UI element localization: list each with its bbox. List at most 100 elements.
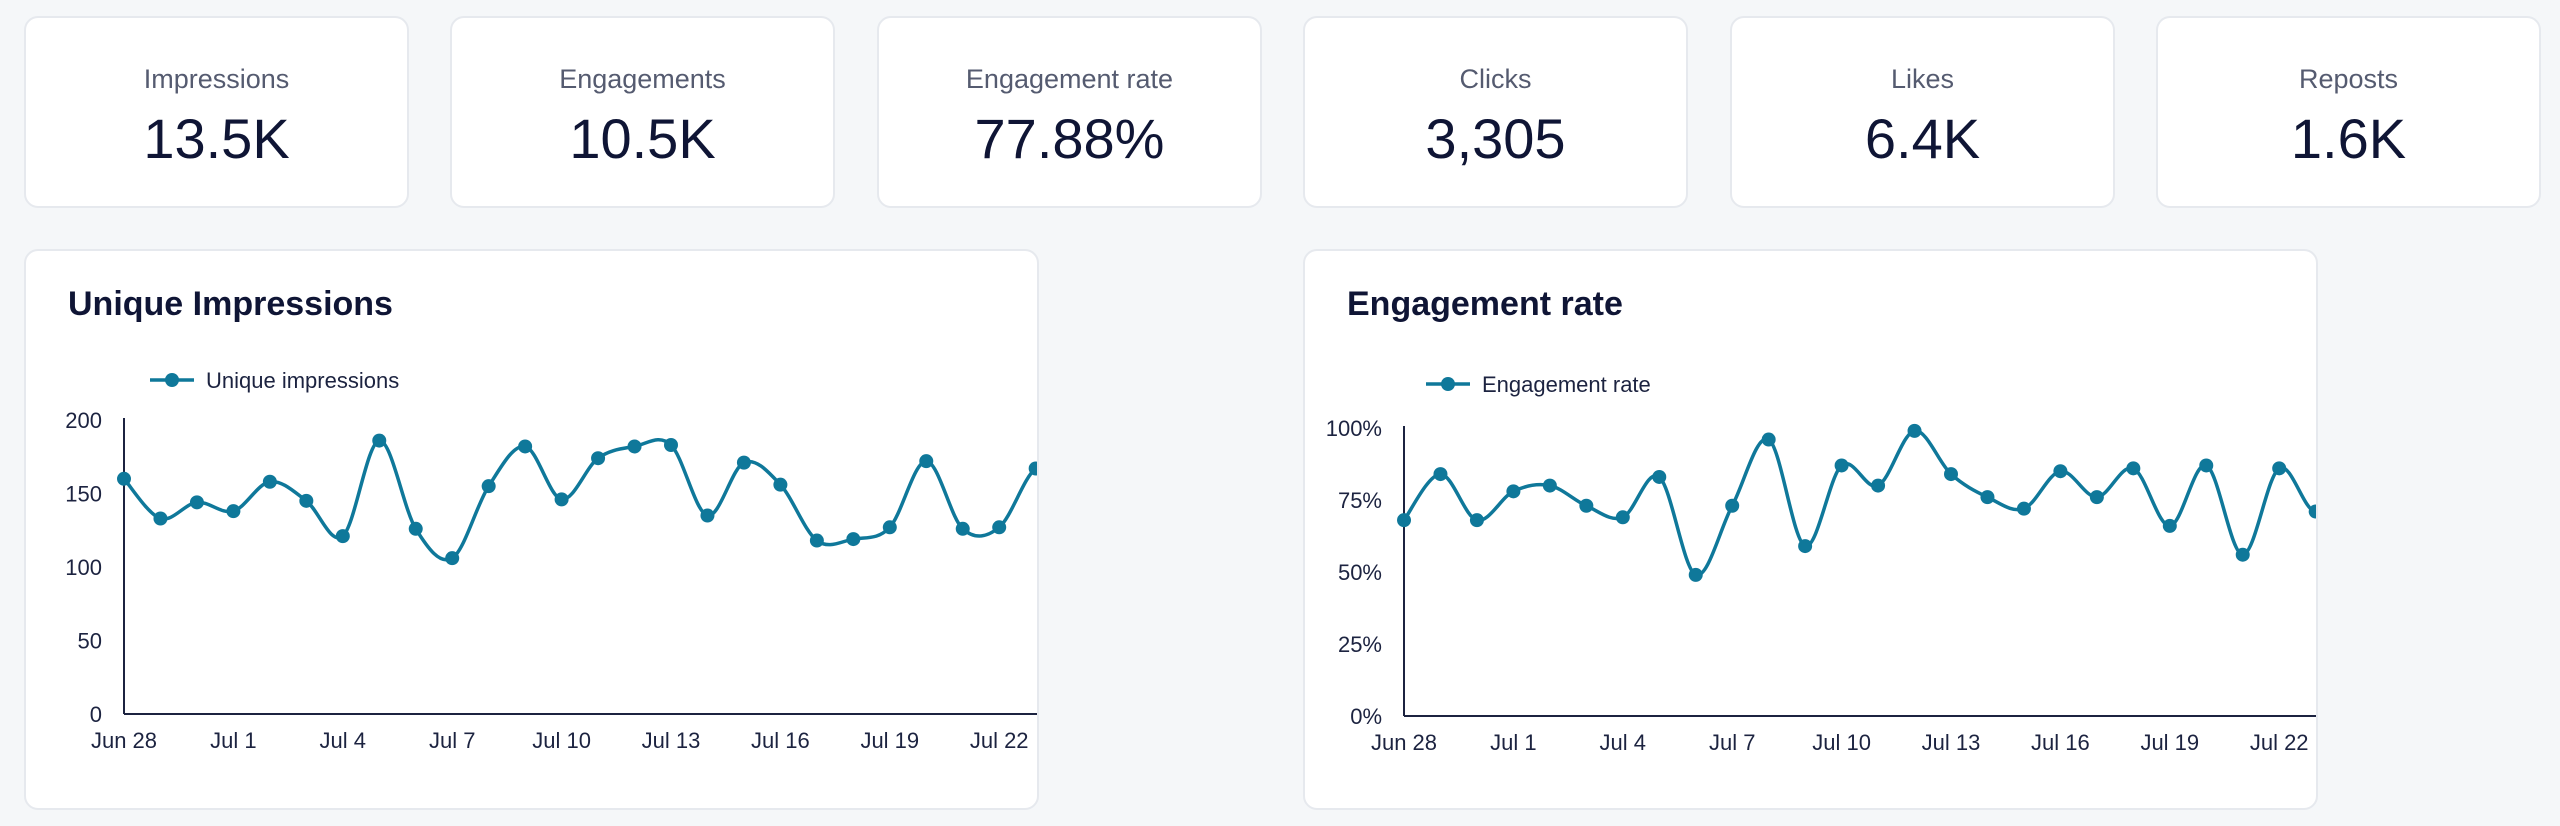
data-point [445,551,460,566]
data-point [335,529,350,544]
data-point [117,471,131,486]
data-point [1542,478,1557,493]
data-point [2308,504,2316,519]
data-point [1579,498,1594,513]
kpi-label: Reposts [2298,64,2399,94]
kpi-value: 6.4K [1864,107,1981,170]
x-tick-label: Jul 1 [1490,730,1536,755]
data-point [1761,432,1776,447]
series-line [122,438,1037,562]
chart-title: Engagement rate [1347,285,1623,323]
data-point [664,437,678,452]
kpi-label: Engagement rate [965,64,1174,94]
kpi-value: 77.88% [974,107,1165,170]
data-point [955,521,970,536]
x-tick-label: Jul 4 [1600,730,1646,755]
engagement-rate-chart: Engagement rate 0% 25% 50% 75% 100% Jun 28 Jul … [1326,372,2316,755]
y-tick-label: 100% [1326,416,1382,441]
data-point [554,492,569,507]
kpi-card-engagement-rate: Engagement rate 77.88% [877,16,1262,208]
y-tick-label: 0% [1350,704,1382,729]
unique-impressions-chart: Unique impressions 0 50 100 150 200 Jun 28 Jul … [65,368,1037,753]
y-tick-label: 0 [90,702,102,727]
kpi-label: Engagements [559,64,726,94]
x-tick-label: Jul 19 [2140,730,2199,755]
x-tick-label: Jul 22 [970,728,1029,753]
data-point [481,479,496,494]
x-tick-label: Jun 28 [91,728,157,753]
series-line [1402,429,2316,577]
x-tick-label: Jul 10 [1812,730,1871,755]
data-point [1688,567,1703,582]
legend-label: Engagement rate [1482,372,1651,397]
x-tick-label: Jul 16 [2031,730,2090,755]
kpi-card-engagements: Engagements 10.5K [450,16,835,208]
data-point [1615,510,1630,525]
kpi-value: 1.6K [2290,107,2407,170]
kpi-card-reposts: Reposts 1.6K [2156,16,2541,208]
legend-marker [165,373,179,387]
x-tick-label: Jul 10 [532,728,591,753]
data-point [1469,513,1484,528]
y-tick-label: 100 [65,555,102,580]
x-tick-label: Jul 4 [320,728,366,753]
data-point [2199,458,2214,473]
kpi-card-clicks: Clicks 3,305 [1303,16,1688,208]
data-point [627,439,642,454]
data-point [773,477,788,492]
data-point [2089,490,2104,505]
data-point [809,533,824,548]
data-point [226,504,241,519]
data-point [262,474,277,489]
kpi-label: Impressions [143,64,290,94]
data-point [1028,461,1037,476]
legend-label: Unique impressions [206,368,399,393]
data-point [2272,461,2287,476]
data-point [408,521,423,536]
data-point [1433,467,1448,482]
chart-title: Unique Impressions [68,285,393,323]
data-point [1980,490,1995,505]
x-tick-label: Jul 7 [429,728,475,753]
data-point [1834,458,1849,473]
x-tick-label: Jul 19 [860,728,919,753]
kpi-label: Likes [1890,64,1955,94]
kpi-value: 13.5K [143,107,290,170]
y-tick-label: 25% [1338,632,1382,657]
y-tick-label: 150 [65,482,102,507]
y-tick-label: 75% [1338,488,1382,513]
data-point [992,520,1007,535]
x-tick-label: Jul 22 [2250,730,2309,755]
data-point [372,433,387,448]
data-point [1652,469,1667,484]
kpi-card-likes: Likes 6.4K [1730,16,2115,208]
engagement-rate-panel: Engagement rate Engagement rate 0% 25% 50% 7… [1303,249,2318,810]
x-tick-label: Jul 13 [1922,730,1981,755]
data-point [919,454,934,469]
x-tick-label: Jul 7 [1709,730,1755,755]
data-point [2235,547,2250,562]
y-tick-label: 50 [78,629,102,654]
data-point [1397,513,1411,528]
data-point [1725,498,1740,513]
data-point [2126,461,2141,476]
legend-marker [1441,377,1455,391]
y-tick-label: 200 [65,408,102,433]
unique-impressions-panel: Unique Impressions Unique impressions 0 50… [24,249,1039,810]
data-point [153,511,168,526]
kpi-card-impressions: Impressions 13.5K [24,16,409,208]
data-point [2053,464,2068,479]
data-point [700,508,715,523]
data-point [1944,467,1958,482]
x-tick-label: Jun 28 [1371,730,1437,755]
x-tick-label: Jul 1 [210,728,256,753]
y-tick-label: 50% [1338,560,1382,585]
data-point [591,451,606,466]
data-point [846,532,861,547]
data-point [882,520,897,535]
data-point [736,455,751,470]
kpi-label: Clicks [1459,64,1532,94]
x-tick-label: Jul 13 [642,728,701,753]
data-point [1907,423,1922,438]
data-point [1506,484,1521,499]
